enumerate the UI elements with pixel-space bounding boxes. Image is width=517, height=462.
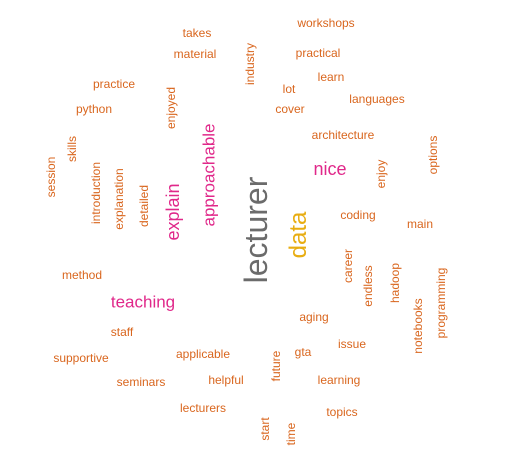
word-learning: learning xyxy=(317,373,361,387)
word-hadoop: hadoop xyxy=(388,262,402,304)
word-future: future xyxy=(269,350,283,382)
word-enjoyed: enjoyed xyxy=(164,86,178,130)
word-start: start xyxy=(258,417,272,441)
word-introduction: introduction xyxy=(89,161,103,225)
word-aging: aging xyxy=(299,310,329,324)
word-applicable: applicable xyxy=(175,347,231,361)
word-skills: skills xyxy=(65,136,79,162)
word-explanation: explanation xyxy=(112,168,126,230)
word-architecture: architecture xyxy=(311,128,375,142)
word-gta: gta xyxy=(294,345,312,359)
word-languages: languages xyxy=(349,92,405,106)
word-lot: lot xyxy=(282,82,296,96)
word-career: career xyxy=(341,248,355,284)
word-issue: issue xyxy=(337,337,367,351)
word-teaching: teaching xyxy=(110,292,176,312)
word-takes: takes xyxy=(182,26,212,40)
word-main: main xyxy=(406,217,434,231)
word-industry: industry xyxy=(243,42,257,86)
word-enjoy: enjoy xyxy=(374,159,388,189)
word-coding: coding xyxy=(340,208,376,222)
word-lecturer: lecturer xyxy=(238,176,274,284)
word-cover: cover xyxy=(275,102,305,116)
word-notebooks: notebooks xyxy=(411,298,425,354)
word-workshops: workshops xyxy=(297,16,355,30)
word-method: method xyxy=(61,268,103,282)
word-options: options xyxy=(426,135,440,175)
word-learn: learn xyxy=(317,70,345,84)
word-helpful: helpful xyxy=(208,373,244,387)
word-nice: nice xyxy=(313,159,347,179)
word-seminars: seminars xyxy=(116,375,166,389)
word-lecturers: lecturers xyxy=(179,401,227,415)
word-practice: practice xyxy=(92,77,136,91)
word-detailed: detailed xyxy=(137,184,151,228)
word-python: python xyxy=(75,102,113,116)
word-supportive: supportive xyxy=(53,351,109,365)
word-material: material xyxy=(173,47,217,61)
word-endless: endless xyxy=(361,265,375,307)
word-staff: staff xyxy=(110,325,134,339)
word-explain: explain xyxy=(163,183,183,241)
word-session: session xyxy=(44,156,58,198)
word-programming: programming xyxy=(434,267,448,339)
word-time: time xyxy=(284,422,298,446)
word-practical: practical xyxy=(295,46,341,60)
word-data: data xyxy=(285,211,312,259)
word-topics: topics xyxy=(326,405,358,419)
word-approachable: approachable xyxy=(199,123,219,227)
